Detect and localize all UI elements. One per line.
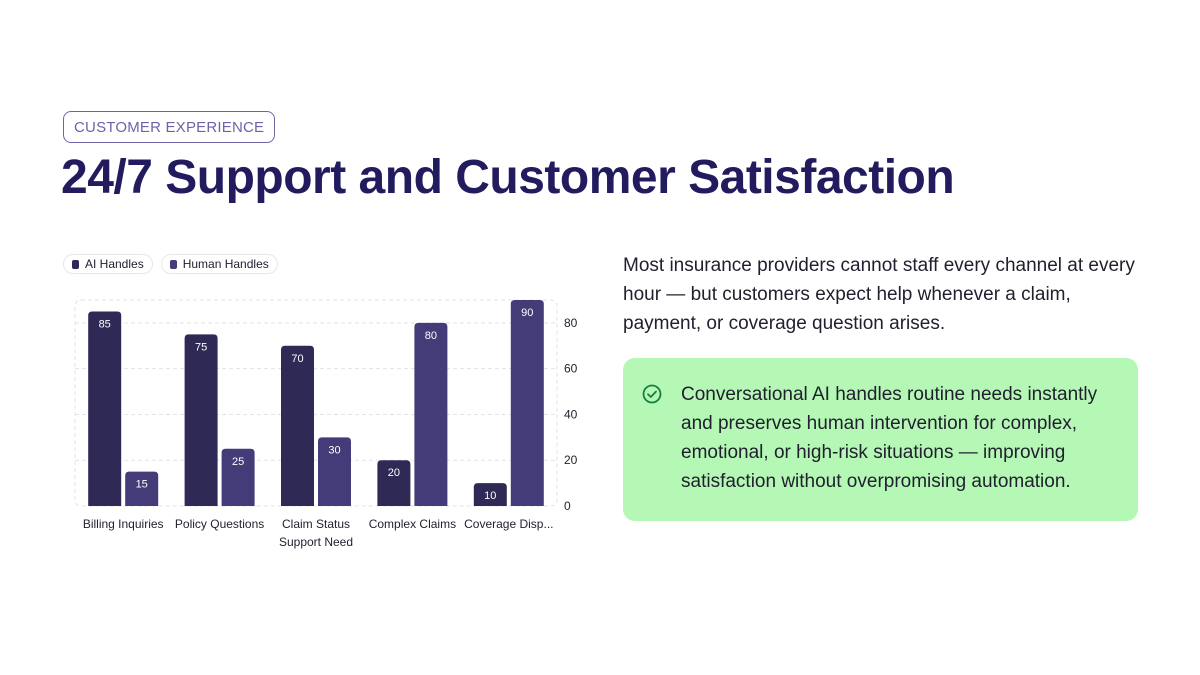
legend-item-ai: AI Handles: [63, 254, 153, 274]
y-tick-label: 20: [564, 453, 578, 467]
y-tick-label: 80: [564, 316, 578, 330]
bar-value-label: 20: [388, 467, 400, 479]
bar: [414, 322, 448, 506]
bar: [125, 471, 159, 506]
bar: [88, 311, 122, 506]
legend-label-human: Human Handles: [182, 257, 269, 271]
x-tick-label: Complex Claims: [369, 517, 456, 531]
bar: [281, 345, 314, 506]
callout-box: Conversational AI handles routine needs …: [623, 358, 1138, 521]
legend-label-ai: AI Handles: [85, 257, 144, 271]
legend-item-human: Human Handles: [160, 254, 278, 274]
bar-value-label: 30: [328, 444, 340, 456]
bar: [510, 300, 544, 506]
y-tick-label: 0: [564, 499, 571, 513]
y-tick-label: 60: [564, 362, 578, 376]
section-tag: CUSTOMER EXPERIENCE: [63, 111, 276, 143]
x-tick-label: Billing Inquiries: [83, 517, 164, 531]
legend-swatch-human: [169, 259, 177, 269]
check-circle-icon: [642, 384, 662, 404]
bar-value-label: 90: [521, 307, 533, 319]
chart-legend: AI Handles Human Handles: [63, 254, 278, 274]
x-axis-title: Support Need: [279, 535, 353, 549]
callout-text: Conversational AI handles routine needs …: [681, 384, 1098, 492]
bar: [377, 460, 411, 506]
legend-swatch-ai: [72, 259, 79, 269]
bar: [221, 448, 255, 506]
bar-value-label: 75: [195, 341, 207, 353]
x-tick-label: Claim Status: [282, 517, 350, 531]
plot-frame: [74, 299, 558, 507]
bar-value-label: 10: [484, 490, 496, 502]
bar-chart: 0 20 40 60 80 85 15 Billing Inquiries 75 25 Policy…: [74, 299, 578, 549]
y-tick-label: 40: [564, 407, 578, 421]
bar: [184, 334, 218, 506]
bar: [318, 437, 351, 506]
bar: [473, 483, 507, 506]
bar-value-label: 85: [99, 318, 111, 330]
bar-value-label: 15: [136, 479, 148, 491]
bar-value-label: 25: [232, 456, 244, 468]
page-title: 24/7 Support and Customer Satisfaction: [61, 151, 955, 204]
body-paragraph: Most insurance providers cannot staff ev…: [623, 255, 1135, 334]
x-tick-label: Coverage Disp...: [464, 517, 553, 531]
x-tick-label: Policy Questions: [175, 517, 264, 531]
bar-value-label: 80: [425, 330, 437, 342]
bar-value-label: 70: [291, 353, 303, 365]
